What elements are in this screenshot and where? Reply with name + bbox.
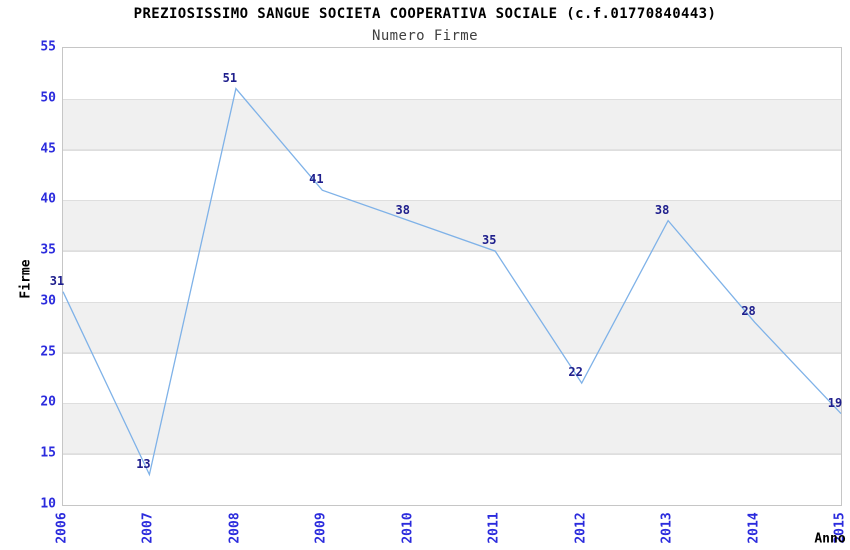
y-tick-label: 10 [40,496,56,512]
chart-title: PREZIOSISSIMO SANGUE SOCIETA COOPERATIVA… [133,6,717,22]
x-axis-title: Anno [814,531,846,547]
data-point-label: 19 [827,395,843,410]
grid-line [63,200,841,202]
data-point-label: 41 [309,172,324,187]
y-axis-title: Firme [18,259,34,299]
x-tick-label: 2006 [54,512,70,544]
x-tick-label: 2008 [227,512,243,544]
data-point-label: 38 [395,202,410,217]
x-tick-label: 2014 [746,512,762,544]
x-tick-label: 2013 [659,512,675,544]
y-tick-label: 35 [40,242,56,258]
y-tick-label: 15 [40,445,56,461]
grid-line [63,301,841,303]
grid-line [63,454,841,456]
x-tick-label: 2012 [573,512,589,544]
data-point-label: 22 [568,365,583,380]
line-series-canvas [62,87,842,477]
plot-area: 31 13 51 41 38 35 22 38 28 19 [50,47,843,506]
y-tick-label: 55 [40,39,56,55]
x-tick-label: 2009 [313,512,329,544]
data-point-label: 28 [741,304,756,319]
data-point-label: 51 [222,70,238,85]
data-point-label: 35 [481,233,497,248]
line-series [62,87,842,477]
y-tick-label: 20 [40,394,56,410]
grid-line [63,149,841,151]
chart-subtitle: Numero Firme [372,28,478,44]
x-tick-label: 2010 [400,512,416,544]
grid-line [63,98,841,100]
data-point-label: 38 [654,202,670,217]
x-tick-label: 2011 [486,512,502,544]
grid-band [63,98,841,150]
grid-band [63,301,841,353]
data-point-label: 31 [49,273,65,288]
y-tick-label: 25 [40,344,56,360]
grid-band [63,200,841,252]
grid-line [63,352,841,354]
data-point-label: 13 [136,456,151,471]
y-tick-label: 50 [40,90,56,106]
x-tick-label: 2007 [140,512,156,544]
grid-line [63,403,841,405]
y-tick-label: 40 [40,191,56,207]
y-tick-label: 45 [40,141,56,157]
y-tick-label: 30 [40,293,56,309]
grid-line [63,251,841,253]
